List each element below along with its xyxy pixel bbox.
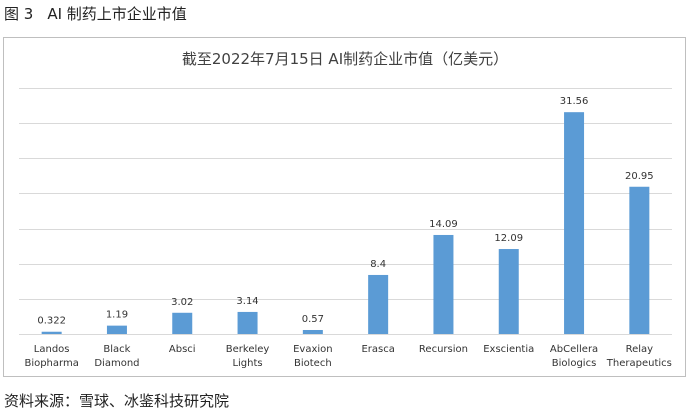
bar: [498, 249, 519, 334]
category-label: Landos Biopharma: [24, 344, 78, 369]
chart-title: 截至2022年7月15日 AI制药企业市值（亿美元）: [182, 50, 508, 68]
value-labels: 0.322 1.19 3.02 3.14 0.57 8.4 14.09 12.09 31.56 2…: [37, 96, 653, 327]
value-label: 31.56: [560, 96, 589, 107]
bar: [368, 274, 389, 334]
category-label: Berkeley Lights: [226, 344, 270, 369]
value-label: 0.322: [37, 316, 66, 327]
value-label: 12.09: [494, 233, 523, 244]
figure-caption: 图 3 AI 制药上市企业市值: [4, 3, 187, 24]
category-label: Recursion: [419, 344, 468, 355]
value-label: 20.95: [625, 171, 654, 182]
source-note: 资料来源：雪球、冰鉴科技研究院: [4, 392, 230, 410]
bar: [629, 186, 650, 334]
category-label: Exscientia: [483, 344, 534, 355]
figure-caption-text: AI 制药上市企业市值: [47, 5, 187, 23]
category-label: AbCellera Biologics: [550, 344, 598, 369]
value-label: 0.57: [302, 314, 324, 325]
bar: [237, 311, 258, 334]
value-label: 8.4: [370, 259, 386, 270]
category-label: Black Diamond: [94, 344, 139, 369]
bar: [41, 331, 62, 334]
value-label: 14.09: [429, 219, 458, 230]
category-label: Evaxion Biotech: [293, 344, 333, 369]
gridlines: [19, 88, 672, 335]
value-label: 3.02: [171, 297, 193, 308]
value-label: 3.14: [236, 296, 258, 307]
chart-frame: 截至2022年7月15日 AI制药企业市值（亿美元） 0.322 1.19 3.02…: [3, 37, 686, 377]
category-labels: Landos Biopharma Black Diamond Absci Berkeley…: [24, 344, 671, 369]
figure-number: 图 3: [4, 5, 34, 23]
value-label: 1.19: [106, 310, 128, 321]
bar: [564, 112, 585, 334]
bar: [433, 234, 454, 334]
bar-chart: 截至2022年7月15日 AI制药企业市值（亿美元） 0.322 1.19 3.02…: [19, 50, 672, 369]
category-label: Erasca: [361, 344, 394, 355]
bars: [41, 112, 650, 334]
category-label: Absci: [169, 344, 196, 355]
bar: [302, 329, 323, 334]
category-label: Relay Therapeutics: [606, 344, 672, 369]
bar: [172, 312, 193, 334]
bar: [106, 325, 127, 334]
